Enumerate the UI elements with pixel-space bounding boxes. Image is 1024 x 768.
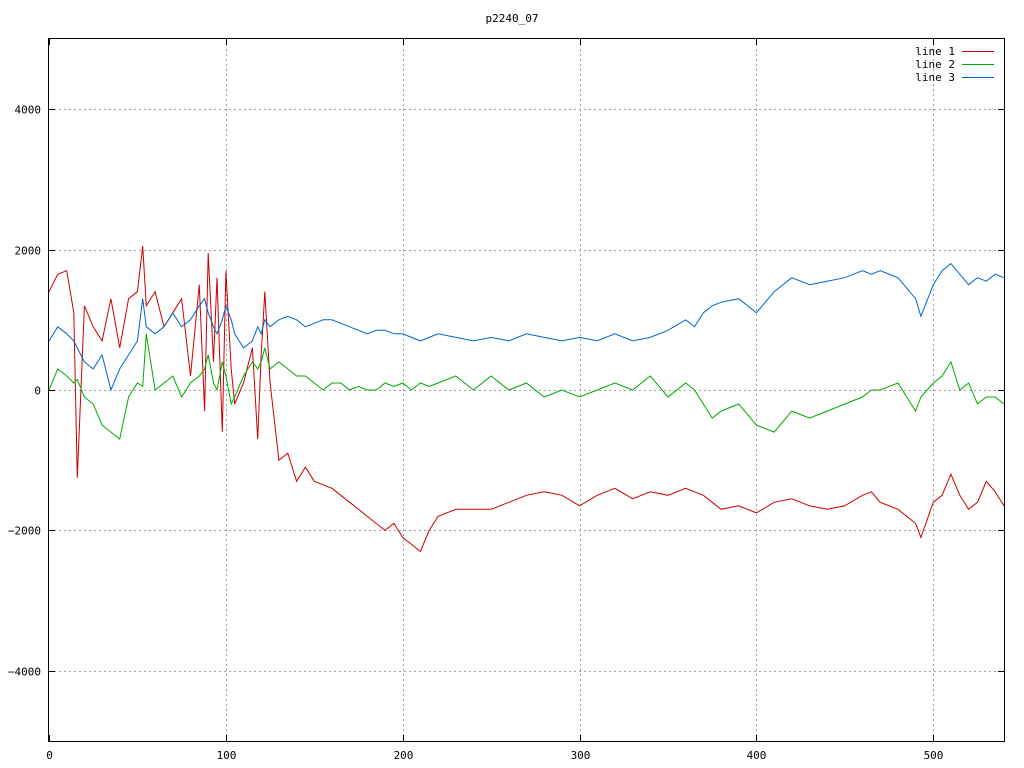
x-tick-label: 200 <box>394 749 414 762</box>
series-line-3 <box>48 262 1005 392</box>
x-tick-label: 0 <box>46 749 53 762</box>
x-tick-label: 400 <box>747 749 767 762</box>
x-tick-label: 500 <box>924 749 944 762</box>
y-tick-label: 4000 <box>15 104 42 117</box>
y-tick-label: 0 <box>34 385 41 398</box>
chart-title: p2240_07 <box>486 12 539 25</box>
series-line-1 <box>48 246 1005 553</box>
legend-label-3: line 3 <box>915 71 955 84</box>
axis-ticks: 0 100 200 300 400 500 −4000 −2000 0 2000 4000 <box>8 39 1004 762</box>
series-lines <box>48 246 1005 553</box>
grid <box>49 39 1004 741</box>
legend-label-2: line 2 <box>915 58 955 71</box>
plot-frame <box>48 38 1005 742</box>
x-tick-label: 300 <box>571 749 591 762</box>
legend-label-1: line 1 <box>915 45 955 58</box>
y-tick-label: −4000 <box>8 666 41 679</box>
series-line-2 <box>48 333 1005 440</box>
x-tick-label: 100 <box>217 749 237 762</box>
y-tick-label: 2000 <box>15 245 42 258</box>
y-tick-label: −2000 <box>8 525 41 538</box>
